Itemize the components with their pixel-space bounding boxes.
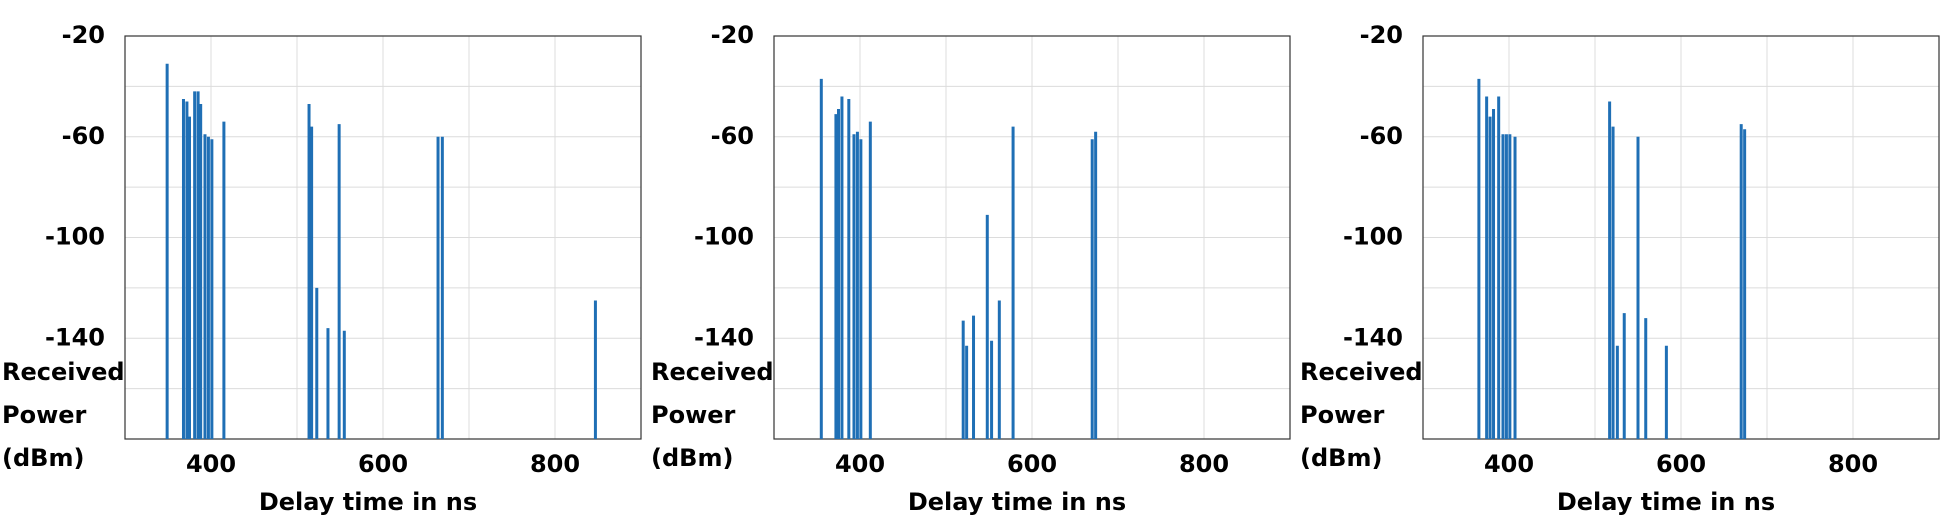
y-axis-label: Power	[2, 401, 87, 429]
plot-frame	[1422, 35, 1940, 440]
y-axis-label: Power	[1300, 401, 1385, 429]
y-tick-label: -140	[694, 323, 754, 351]
y-tick-label: -60	[711, 122, 754, 150]
y-axis-label: Received	[1300, 358, 1423, 386]
x-tick-label: 600	[358, 450, 408, 478]
y-axis-label: (dBm)	[2, 444, 84, 472]
x-tick-label: 800	[1179, 450, 1229, 478]
y-axis-label: Received	[651, 358, 774, 386]
x-tick-label: 400	[1484, 450, 1534, 478]
x-axis-label: Delay time in ns	[259, 488, 477, 516]
y-tick-label: -60	[1360, 122, 1403, 150]
y-axis-label: Power	[651, 401, 736, 429]
x-tick-label: 800	[1828, 450, 1878, 478]
panel: 400 600 800 -20 -60 -100 -140 Delay time in ns R…	[651, 21, 1291, 516]
x-tick-label: 800	[530, 450, 580, 478]
y-axis-label: (dBm)	[651, 444, 733, 472]
panel: 400 600 800 -20 -60 -100 -140 Delay time in ns R…	[1300, 21, 1940, 516]
x-axis-label: Delay time in ns	[1557, 488, 1775, 516]
y-tick-label: -100	[45, 223, 105, 251]
y-tick-label: -140	[45, 323, 105, 351]
y-tick-label: -100	[1343, 223, 1403, 251]
y-axis-label: (dBm)	[1300, 444, 1382, 472]
x-tick-label: 600	[1007, 450, 1057, 478]
x-tick-label: 400	[186, 450, 236, 478]
panel: 400 600 800 -20 -60 -100 -140 Delay time in ns R…	[2, 21, 642, 516]
x-tick-label: 400	[835, 450, 885, 478]
x-tick-label: 600	[1656, 450, 1706, 478]
y-tick-label: -100	[694, 223, 754, 251]
y-tick-label: -20	[711, 21, 754, 49]
y-tick-label: -60	[62, 122, 105, 150]
y-tick-label: -20	[62, 21, 105, 49]
plot-frame	[124, 35, 642, 440]
y-tick-label: -20	[1360, 21, 1403, 49]
x-axis-label: Delay time in ns	[908, 488, 1126, 516]
y-axis-label: Received	[2, 358, 125, 386]
plot-frame	[773, 35, 1291, 440]
y-tick-label: -140	[1343, 323, 1403, 351]
